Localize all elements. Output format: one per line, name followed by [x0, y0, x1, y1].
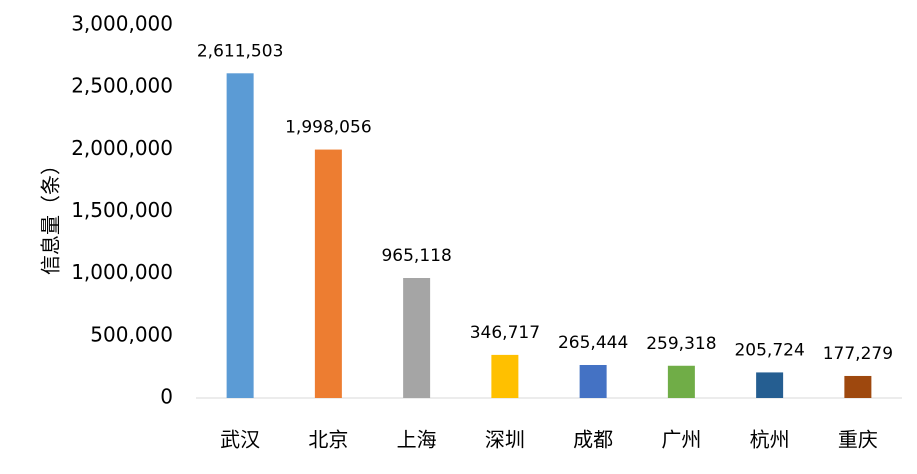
y-tick-label: 1,000,000	[71, 260, 173, 284]
y-axis-label: 信息量（条）	[39, 155, 63, 275]
x-tick-label: 武汉	[220, 428, 260, 452]
data-labels: 2,611,503 1,998,056 965,118 346,717 265,444 2…	[197, 41, 893, 364]
data-label: 2,611,503	[197, 41, 284, 61]
x-tick-label: 成都	[573, 428, 613, 452]
data-label: 346,717	[470, 323, 540, 343]
y-tick-label: 2,000,000	[71, 136, 173, 160]
y-tick-label: 3,000,000	[71, 12, 173, 36]
x-tick-label: 北京	[308, 428, 348, 452]
x-tick-label: 重庆	[838, 428, 878, 452]
y-tick-label: 2,500,000	[71, 74, 173, 98]
x-tick-label: 上海	[397, 428, 437, 452]
bar	[403, 278, 431, 398]
bar	[844, 375, 872, 398]
y-axis-ticks: 0 500,000 1,000,000 1,500,000 2,000,000 2,500…	[71, 12, 173, 409]
data-label: 965,118	[381, 246, 451, 266]
data-label: 1,998,056	[285, 118, 372, 138]
data-label: 205,724	[734, 340, 804, 360]
data-label: 177,279	[823, 344, 893, 364]
bar	[314, 149, 342, 398]
x-axis-category-labels: 武汉 北京 上海 深圳 成都 广州 杭州 重庆	[220, 428, 878, 452]
bar	[667, 365, 695, 398]
bars	[226, 73, 872, 398]
bar	[226, 73, 254, 398]
x-tick-label: 深圳	[485, 428, 525, 452]
bar	[756, 372, 784, 398]
y-tick-label: 1,500,000	[71, 198, 173, 222]
data-label: 265,444	[558, 333, 628, 353]
data-label: 259,318	[646, 334, 716, 354]
x-tick-label: 杭州	[750, 428, 790, 452]
y-tick-label: 0	[160, 385, 173, 409]
bar	[579, 364, 607, 398]
bar	[491, 354, 519, 398]
x-tick-label: 广州	[661, 428, 701, 452]
y-tick-label: 500,000	[90, 322, 173, 346]
